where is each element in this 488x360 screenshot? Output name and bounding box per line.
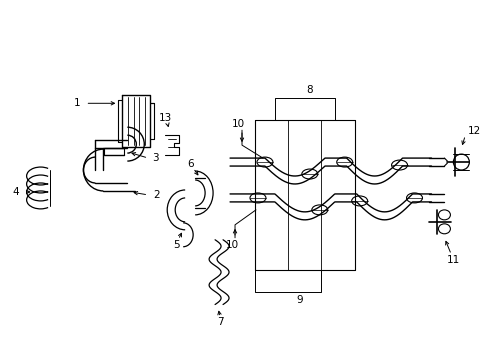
Text: 5: 5 [173,240,179,250]
Text: 7: 7 [216,318,223,328]
Text: 1: 1 [74,98,81,108]
Text: 13: 13 [158,113,171,123]
Text: 8: 8 [306,85,312,95]
Text: 4: 4 [12,187,19,197]
Text: 2: 2 [153,190,160,200]
Text: 9: 9 [296,294,303,305]
Text: 11: 11 [446,255,459,265]
Text: 10: 10 [231,119,244,129]
Text: 12: 12 [467,126,480,136]
Text: 6: 6 [186,159,193,169]
Text: 3: 3 [152,153,159,163]
Text: 10: 10 [225,240,238,250]
